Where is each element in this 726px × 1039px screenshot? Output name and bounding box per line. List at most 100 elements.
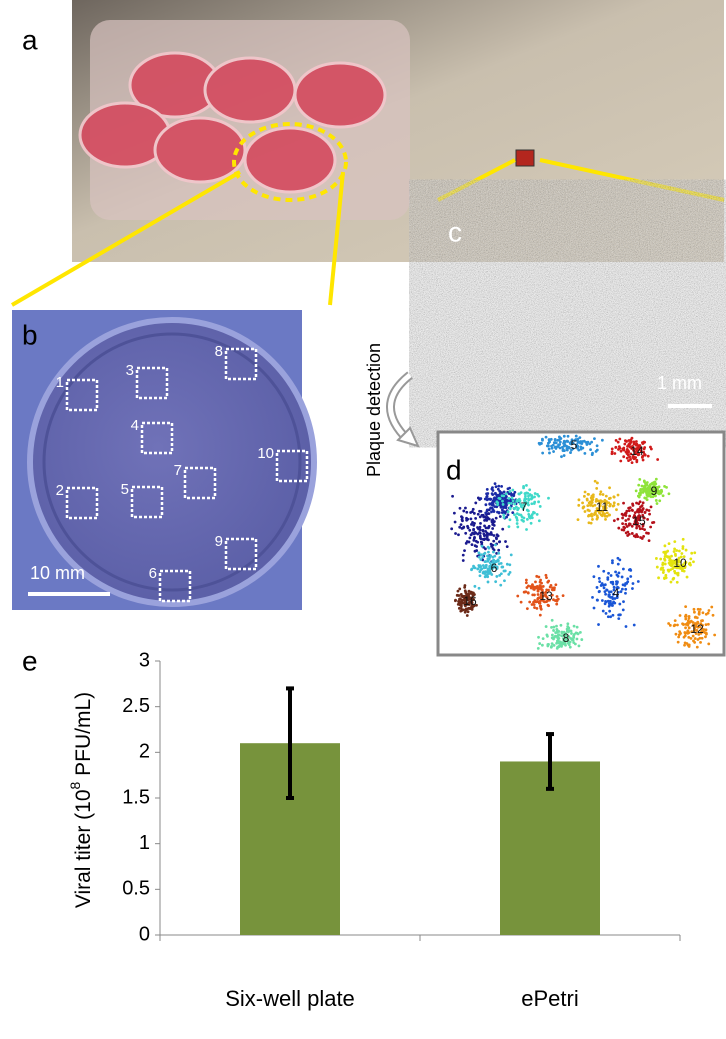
detected-point [516, 508, 519, 511]
detected-point [576, 626, 579, 629]
detected-point [476, 541, 479, 544]
detected-point [526, 518, 529, 521]
detected-point [563, 445, 566, 448]
detected-point [649, 526, 652, 529]
detected-point [509, 507, 512, 510]
detected-point [587, 493, 590, 496]
detected-point [520, 519, 523, 522]
well-label: 2 [56, 482, 64, 499]
detected-point [489, 533, 492, 536]
detected-point [530, 522, 533, 525]
detected-point [467, 610, 470, 613]
cluster-label: 15 [632, 514, 646, 528]
detected-point [664, 559, 667, 562]
detected-point [533, 606, 536, 609]
detected-point [620, 450, 623, 453]
detected-point [496, 501, 499, 504]
detected-point [552, 638, 555, 641]
detected-point [480, 537, 483, 540]
detected-point [567, 435, 570, 438]
detected-point [624, 519, 627, 522]
detected-point [625, 532, 628, 535]
detected-point [491, 556, 494, 559]
detected-point [675, 633, 678, 636]
detected-point [501, 500, 504, 503]
detected-point [508, 497, 511, 500]
y-tick-label: 0 [139, 923, 150, 945]
detected-point [707, 612, 710, 615]
detected-point [497, 549, 500, 552]
well-label: 10 [257, 445, 274, 462]
detected-point [479, 565, 482, 568]
detected-point [563, 435, 566, 438]
detected-point [480, 567, 483, 570]
detected-point [531, 603, 534, 606]
detected-point [636, 510, 639, 513]
detected-point [635, 489, 638, 492]
detected-point [483, 525, 486, 528]
detected-point [458, 588, 461, 591]
detected-point [476, 526, 479, 529]
detected-point [648, 513, 651, 516]
detected-point [623, 443, 626, 446]
detected-point [608, 602, 611, 605]
detected-point [644, 454, 647, 457]
detected-point [663, 576, 666, 579]
cluster-label: 12 [690, 622, 704, 636]
detected-point [680, 552, 683, 555]
detected-point [598, 590, 601, 593]
detected-point [622, 502, 625, 505]
detected-point [643, 528, 646, 531]
detected-point [606, 515, 609, 518]
detected-point [604, 518, 607, 521]
detected-point [576, 632, 579, 635]
detected-point [699, 608, 702, 611]
panel-c: c 1 mm [438, 202, 726, 425]
cluster-label: 14 [630, 444, 644, 458]
panel-label: e [22, 645, 38, 676]
detected-point [596, 514, 599, 517]
detected-point [633, 624, 636, 627]
detected-point [534, 580, 537, 583]
detected-point [542, 637, 545, 640]
detected-point [627, 518, 630, 521]
detected-point [619, 460, 622, 463]
detected-point [638, 492, 641, 495]
detected-point [526, 586, 529, 589]
detected-point [577, 504, 580, 507]
detected-point [701, 637, 704, 640]
detected-point [618, 603, 621, 606]
detected-point [645, 532, 648, 535]
detected-point [596, 449, 599, 452]
detected-point [566, 622, 569, 625]
detected-point [664, 563, 667, 566]
detected-point [538, 519, 541, 522]
detected-point [468, 537, 471, 540]
detected-point [600, 584, 603, 587]
detected-point [507, 510, 510, 513]
detected-point [472, 565, 475, 568]
detected-point [546, 635, 549, 638]
detected-point [685, 623, 688, 626]
detected-point [672, 577, 675, 580]
detected-point [694, 616, 697, 619]
detected-point [573, 625, 576, 628]
detected-point [462, 559, 465, 562]
detected-point [526, 492, 529, 495]
detected-point [482, 564, 485, 567]
detected-point [596, 586, 599, 589]
detected-point [484, 570, 487, 573]
detected-point [559, 640, 562, 643]
detected-point [627, 459, 630, 462]
well-label: 1 [56, 374, 64, 391]
detected-point [545, 574, 548, 577]
detected-point [621, 588, 624, 591]
detected-point [534, 586, 537, 589]
detected-point [499, 497, 502, 500]
detected-point [552, 629, 555, 632]
detected-point [478, 556, 481, 559]
detected-point [541, 644, 544, 647]
detected-point [553, 586, 556, 589]
detected-point [693, 611, 696, 614]
detected-point [689, 557, 692, 560]
